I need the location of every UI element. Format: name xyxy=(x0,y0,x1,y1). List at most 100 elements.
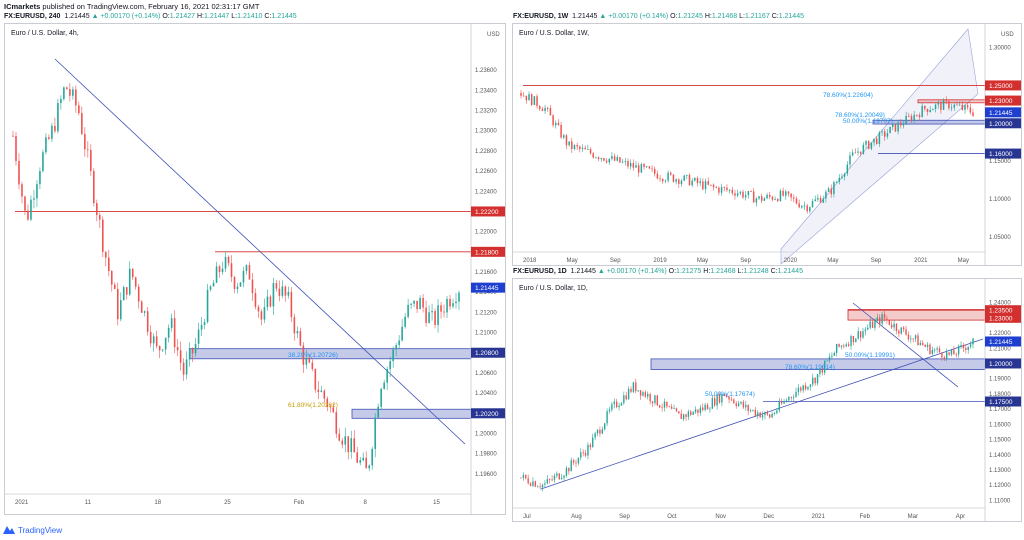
candle-body xyxy=(712,184,715,188)
candle-body xyxy=(155,336,158,347)
low-bottomright: 1.21248 xyxy=(743,268,769,275)
chart-4h-svg[interactable]: 38.20%(1.20726) 61.80%(1.20262) USD 1.23600… xyxy=(5,24,505,514)
candle-body xyxy=(960,345,962,346)
chart-pane-1w[interactable]: Euro / U.S. Dollar, 1W, 78.60%(1.22604) 7… xyxy=(512,23,1022,266)
candle-body xyxy=(317,389,320,392)
candle-body xyxy=(116,288,119,320)
chart-pane-1d[interactable]: Euro / U.S. Dollar, 1D, 50.00%(1.19991) 7… xyxy=(512,278,1022,522)
candle-body xyxy=(728,396,730,400)
x-tick-label: 15 xyxy=(433,500,440,506)
price-label-text: 1.20200 xyxy=(475,411,499,418)
candle-body xyxy=(838,343,840,347)
fib-label: 38.20%(1.20726) xyxy=(288,352,338,359)
candle-body xyxy=(635,382,637,392)
candle-body xyxy=(865,141,867,145)
candle-body xyxy=(897,122,899,132)
chart-1w-svg[interactable]: 78.60%(1.22604) 78.60%(1.20049)50.00%(1.1… xyxy=(513,24,1021,265)
candle-body xyxy=(735,403,737,406)
low-topright: 1.21167 xyxy=(744,13,770,20)
candle-body xyxy=(227,256,230,264)
candle-body xyxy=(757,412,759,416)
chart-1d-svg[interactable]: 50.00%(1.19991) 78.60%(1.19614) 50.00%(1.1… xyxy=(513,279,1021,521)
candle-body xyxy=(822,198,824,203)
candle-body xyxy=(455,301,457,304)
candle-body xyxy=(613,401,615,405)
price-label-box xyxy=(471,347,505,358)
candle-body xyxy=(197,329,200,344)
candle-body xyxy=(931,350,934,354)
candle-body xyxy=(140,301,143,313)
candle-body xyxy=(760,196,763,201)
price-label-box xyxy=(985,336,1021,347)
candle-body xyxy=(587,444,589,456)
pane-title-topright: Euro / U.S. Dollar, 1W, xyxy=(519,30,590,37)
candle-body xyxy=(707,181,709,185)
candle-body xyxy=(672,174,675,182)
price-label-text: 1.16000 xyxy=(989,151,1013,158)
tradingview-logo[interactable]: TradingView xyxy=(3,525,62,536)
candle-body xyxy=(953,104,956,108)
candle-body xyxy=(42,152,44,172)
price-label-text: 1.25000 xyxy=(989,83,1013,90)
candle-body xyxy=(855,338,857,343)
candle-body xyxy=(179,350,182,363)
candle-body xyxy=(39,171,41,185)
candle-body xyxy=(921,105,923,118)
candle-body xyxy=(702,407,704,410)
candle-body xyxy=(416,300,418,310)
candle-body xyxy=(293,317,296,334)
candle-body xyxy=(670,172,672,175)
candle-body xyxy=(557,122,560,125)
low-left: 1.21410 xyxy=(237,13,263,20)
candle-body xyxy=(902,124,905,126)
x-tick-label: 8 xyxy=(363,500,367,506)
candle-body xyxy=(777,199,779,202)
y-tick-label: 1.16000 xyxy=(989,422,1011,428)
x-tick-label: 25 xyxy=(224,500,231,506)
candle-body xyxy=(236,286,239,290)
candle-body xyxy=(558,473,560,480)
candle-body xyxy=(766,194,768,199)
author-name[interactable]: ICmarkets xyxy=(4,2,41,11)
candle-body xyxy=(51,125,53,139)
candle-body xyxy=(843,173,846,177)
candle-body xyxy=(898,330,900,334)
candle-body xyxy=(553,475,556,480)
fib-label: 78.60%(1.22604) xyxy=(823,92,873,99)
candle-body xyxy=(637,390,639,392)
candle-body xyxy=(790,396,792,398)
candle-body xyxy=(203,322,206,325)
x-tick-label: Feb xyxy=(860,514,871,520)
candle-body xyxy=(629,163,632,167)
candle-body xyxy=(308,358,311,363)
candle-body xyxy=(522,95,525,97)
candle-body xyxy=(862,144,865,154)
price-label-text: 1.22200 xyxy=(475,209,499,216)
price-label-box xyxy=(471,246,505,257)
candle-body xyxy=(176,347,179,351)
candle-body xyxy=(239,282,242,287)
chart-pane-4h[interactable]: Euro / U.S. Dollar, 4h, 38.20%(1.20726) 6… xyxy=(4,23,506,515)
candle-body xyxy=(883,314,886,319)
candle-body xyxy=(926,108,929,112)
candle-body xyxy=(874,320,876,328)
candle-body xyxy=(326,398,329,407)
candle-body xyxy=(335,412,338,434)
candle-body xyxy=(902,327,905,330)
candle-body xyxy=(886,318,888,321)
price-label-text: 1.21445 xyxy=(989,110,1013,117)
price-label-text: 1.17500 xyxy=(989,399,1013,406)
candle-body xyxy=(582,452,584,454)
candle-body xyxy=(824,360,826,373)
candle-body xyxy=(752,409,754,411)
candle-body xyxy=(926,344,929,347)
y-tick-label: 1.22400 xyxy=(475,189,497,195)
price-label-box xyxy=(985,312,1021,323)
high-bottomright: 1.21468 xyxy=(710,268,736,275)
candle-body xyxy=(857,151,859,153)
candle-body xyxy=(768,194,771,197)
candle-body xyxy=(90,149,92,171)
candle-body xyxy=(859,151,862,154)
candle-body xyxy=(691,180,693,186)
candle-body xyxy=(413,300,415,304)
